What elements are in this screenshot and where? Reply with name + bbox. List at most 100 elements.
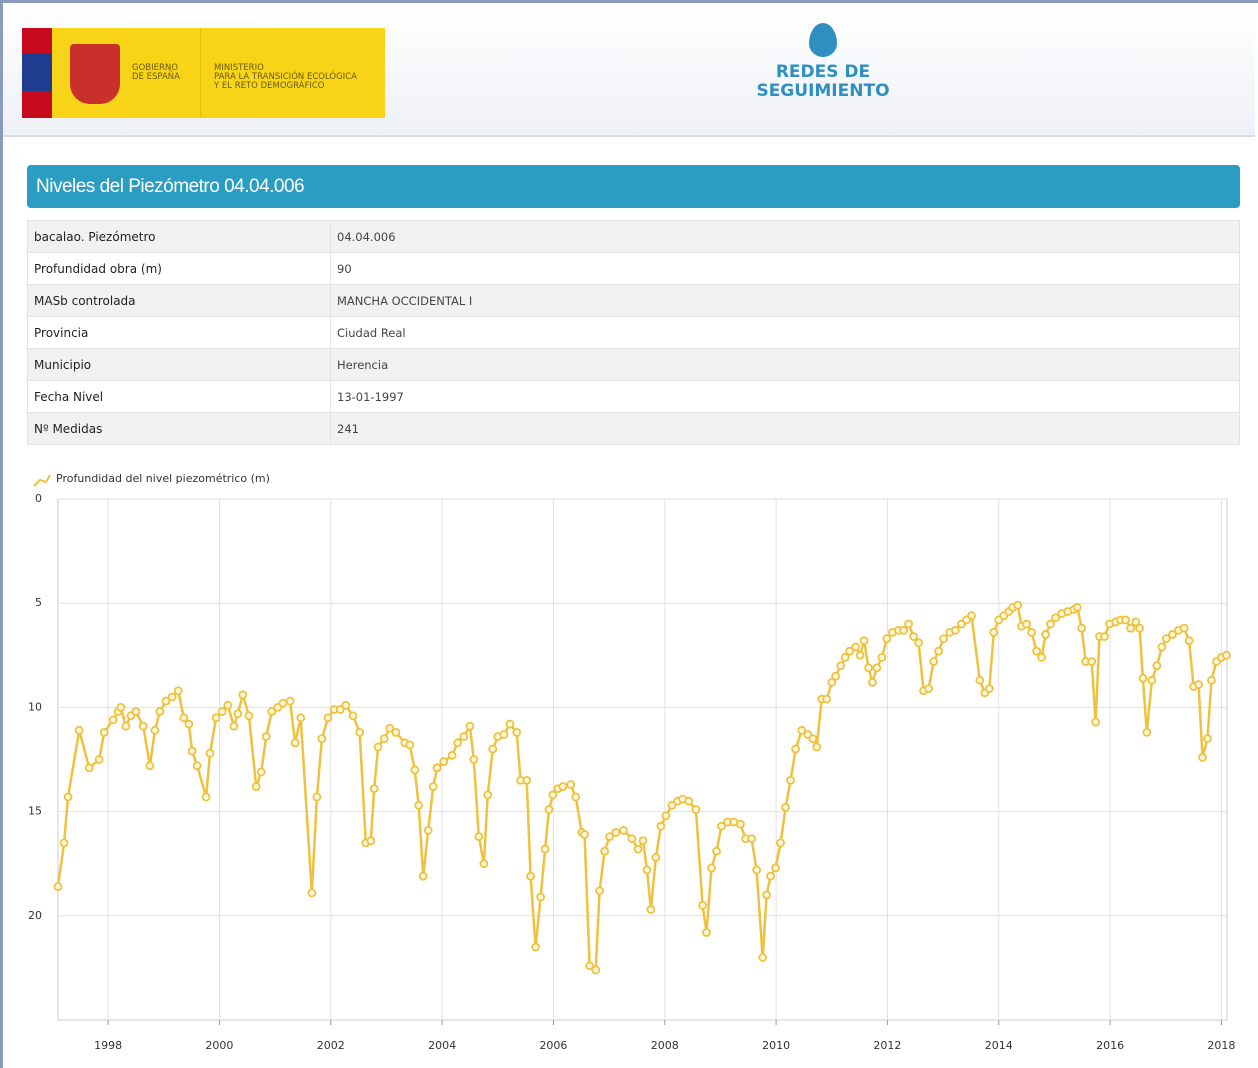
data-point bbox=[179, 713, 189, 723]
table-row: MASb controlada MANCHA OCCIDENTAL I bbox=[27, 284, 1240, 317]
data-point bbox=[459, 732, 469, 741]
data-point bbox=[1168, 630, 1177, 639]
value-cell: Ciudad Real bbox=[330, 316, 1240, 349]
data-point bbox=[428, 782, 438, 791]
data-point bbox=[423, 825, 433, 835]
data-point bbox=[914, 638, 924, 648]
data-point bbox=[627, 834, 637, 844]
data-point bbox=[261, 732, 271, 741]
data-point bbox=[633, 844, 643, 854]
flag bbox=[22, 28, 52, 118]
data-point bbox=[474, 832, 484, 842]
brand-logo[interactable]: REDES DE SEGUIMIENTO bbox=[723, 23, 923, 101]
ministry-line: PARA LA TRANSICIÓN ECOLÓGICA bbox=[214, 72, 357, 82]
data-point bbox=[909, 632, 918, 641]
data-point bbox=[108, 715, 118, 725]
data-point bbox=[1046, 619, 1055, 629]
drop-icon bbox=[809, 23, 837, 57]
data-point bbox=[526, 871, 536, 881]
data-point bbox=[469, 755, 479, 764]
gov-line: GOBIERNO bbox=[132, 63, 178, 73]
data-point bbox=[439, 757, 449, 766]
y-tick-label: 5 bbox=[35, 596, 42, 609]
y-tick-label: 0 bbox=[35, 492, 42, 505]
data-point bbox=[1051, 613, 1060, 623]
government-logo[interactable]: GOBIERNO DE ESPAÑA MINISTERIO PARA LA TR… bbox=[22, 28, 385, 118]
table-row: Nº Medidas 241 bbox=[27, 412, 1240, 445]
data-point bbox=[656, 821, 666, 831]
data-point bbox=[934, 646, 944, 656]
data-point bbox=[717, 821, 726, 831]
data-point bbox=[736, 819, 745, 829]
data-point bbox=[707, 863, 716, 873]
data-point bbox=[74, 725, 84, 735]
data-point bbox=[747, 834, 757, 844]
data-point bbox=[138, 721, 148, 731]
data-point bbox=[1179, 623, 1189, 633]
data-point bbox=[161, 696, 171, 706]
data-point bbox=[244, 711, 254, 721]
data-point bbox=[882, 634, 892, 644]
data-point bbox=[585, 961, 595, 971]
shield bbox=[70, 44, 120, 104]
data-point bbox=[290, 738, 300, 748]
chart: 0 5 10 15 20 1998 2000 2002 2004 2006 2008 2010 2012… bbox=[28, 472, 1235, 1052]
x-tick-label: 2000 bbox=[205, 1039, 233, 1052]
data-point bbox=[845, 646, 854, 656]
data-point bbox=[899, 625, 908, 635]
data-point bbox=[405, 740, 415, 750]
data-point bbox=[548, 790, 558, 800]
data-point bbox=[984, 684, 994, 694]
x-tick-label: 2012 bbox=[873, 1039, 901, 1052]
data-point bbox=[1194, 680, 1204, 689]
data-point bbox=[1091, 717, 1101, 727]
data-point bbox=[256, 767, 266, 777]
data-point bbox=[1138, 673, 1148, 683]
data-point bbox=[591, 965, 601, 975]
data-point bbox=[667, 800, 677, 810]
data-point bbox=[812, 742, 822, 752]
data-point bbox=[447, 750, 457, 760]
data-point bbox=[1157, 642, 1167, 652]
data-point bbox=[1032, 646, 1042, 656]
data-point bbox=[317, 734, 327, 744]
data-point bbox=[499, 730, 509, 739]
data-point bbox=[187, 746, 197, 756]
data-point bbox=[278, 698, 288, 708]
data-point bbox=[989, 627, 999, 637]
data-point bbox=[366, 836, 376, 846]
data-point bbox=[145, 761, 155, 771]
value-cell: 241 bbox=[330, 412, 1240, 445]
ministry-line: Y EL RETO DEMOGRÁFICO bbox=[214, 81, 325, 91]
data-point bbox=[173, 686, 183, 696]
data-point bbox=[642, 865, 652, 875]
data-point bbox=[335, 705, 345, 714]
y-tick-label: 20 bbox=[28, 909, 42, 922]
data-point bbox=[1203, 734, 1212, 744]
data-point bbox=[1142, 728, 1152, 737]
data-point bbox=[684, 796, 694, 806]
data-point bbox=[369, 784, 379, 794]
data-point bbox=[791, 744, 800, 754]
data-point bbox=[868, 677, 877, 687]
data-point bbox=[864, 663, 873, 673]
table-row: Fecha Nivel 13-01-1997 bbox=[27, 380, 1240, 413]
data-point bbox=[924, 684, 934, 694]
label-cell: MASb controlada bbox=[27, 284, 331, 317]
data-point bbox=[373, 742, 383, 752]
data-point bbox=[1121, 615, 1131, 625]
data-point bbox=[238, 690, 248, 700]
header: GOBIERNO DE ESPAÑA MINISTERIO PARA LA TR… bbox=[3, 3, 1255, 137]
x-tick-label: 2004 bbox=[428, 1039, 456, 1052]
data-point bbox=[531, 942, 541, 952]
data-point bbox=[1027, 627, 1037, 637]
data-point bbox=[840, 652, 850, 662]
gov-line: DE ESPAÑA bbox=[132, 72, 180, 82]
data-point bbox=[505, 719, 515, 729]
value-cell: 90 bbox=[330, 252, 1240, 285]
data-point bbox=[822, 694, 832, 704]
data-point bbox=[410, 765, 420, 775]
data-point bbox=[167, 692, 177, 702]
ministry-line: MINISTERIO bbox=[214, 63, 264, 73]
